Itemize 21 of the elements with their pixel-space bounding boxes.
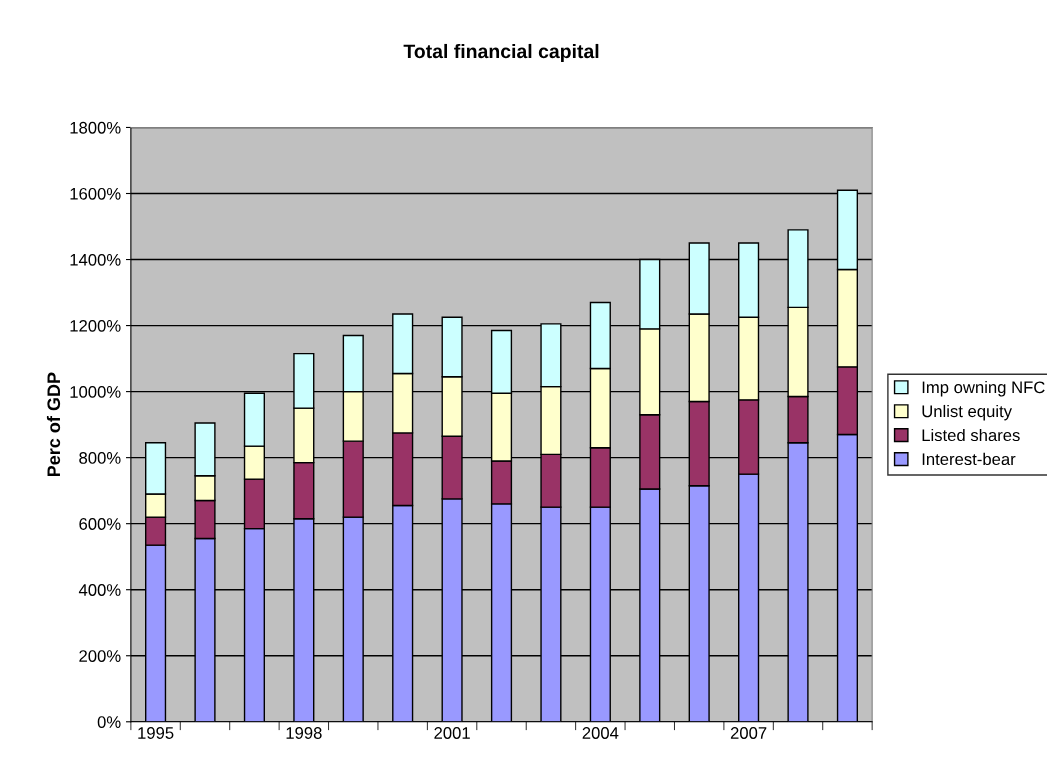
chart-title: Total financial capital [403, 43, 599, 63]
legend-label: Imp owning NFC [922, 380, 1045, 397]
y-tick-label: 1800% [70, 121, 121, 134]
y-tick-label: 1400% [70, 253, 121, 266]
y-tick-label: 400% [78, 584, 121, 596]
y-tick-label: 0% [97, 716, 121, 728]
legend-label: Unlist equity [922, 404, 1012, 421]
x-tick-label: 2007 [730, 727, 767, 739]
y-axis-title: Perc of GDP [46, 372, 61, 477]
x-tick-label: 1995 [138, 727, 174, 739]
x-tick-label: 2004 [582, 727, 619, 739]
y-tick-label: 1200% [70, 319, 121, 332]
y-tick-label: 200% [79, 650, 121, 662]
legend-label: Interest-bear [922, 452, 1016, 466]
y-tick-label: 1600% [70, 187, 121, 200]
y-tick-label: 600% [79, 518, 121, 530]
x-tick-label: 2001 [434, 727, 470, 739]
y-tick-label: 1000% [70, 386, 121, 398]
x-tick-label: 1998 [286, 727, 322, 739]
y-tick-label: 800% [79, 452, 121, 464]
legend-label: Listed shares [922, 428, 1020, 442]
